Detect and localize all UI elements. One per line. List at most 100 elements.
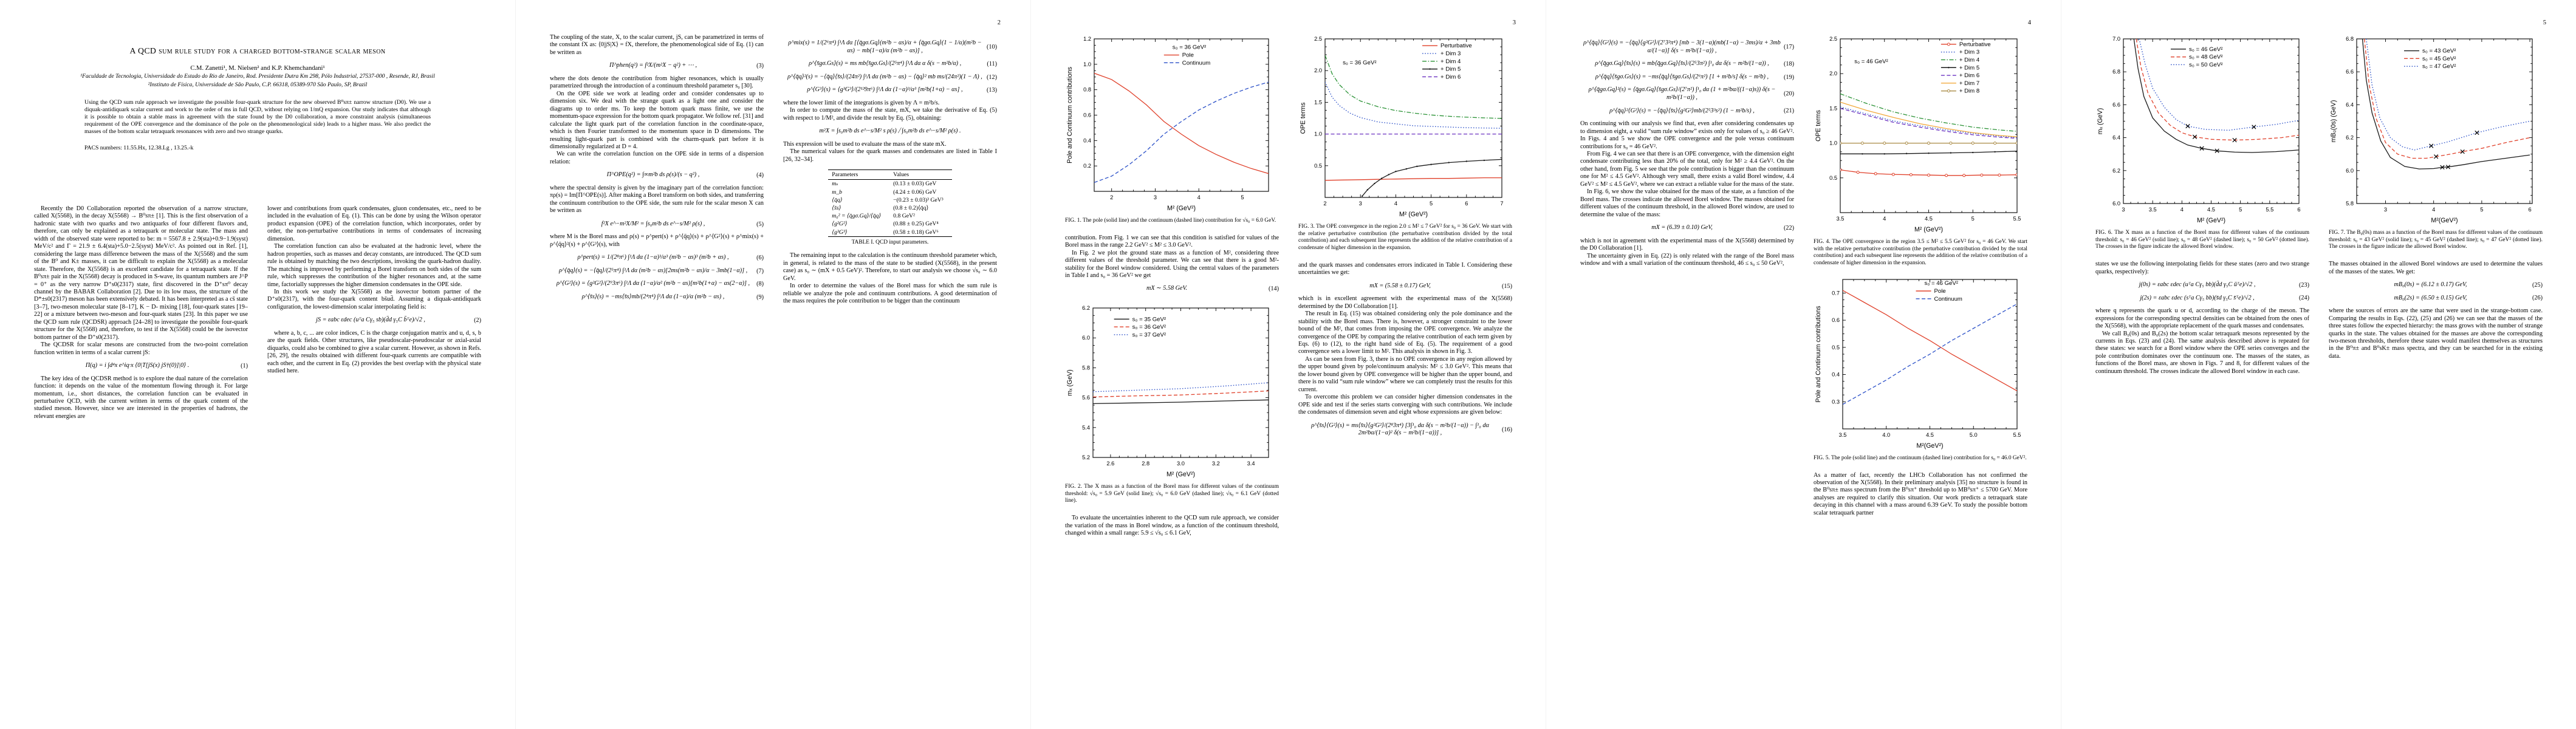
figure-caption: FIG. 6. The X mass as a function of the … <box>2095 230 2309 250</box>
vertical-space <box>783 246 997 252</box>
equation-number: (25) <box>2532 281 2543 289</box>
svg-text:6.6: 6.6 <box>2112 101 2120 108</box>
page1-columns: Recently the D0 Collaboration reported t… <box>34 205 481 691</box>
svg-text:s₀ = 47 GeV²: s₀ = 47 GeV² <box>2422 63 2456 70</box>
table-value-cell: 0.8 GeV² <box>893 213 915 220</box>
svg-text:4.5: 4.5 <box>2207 207 2215 213</box>
figure-chart: 3 3.5 4 4.5 5 5.5 6 6.0 6.2 6.4 6.6 6.8 7.0 M² (GeV²)… <box>2095 34 2309 228</box>
equation: ρ^⟨q̄gσ.Gq⟩²(s) = ⟨q̄gσ.Gq⟩⟨s̄gσ.Gs⟩/(2⁷… <box>1580 86 1794 101</box>
equation-body: j(2s) = εabc εdec (sᵀa Cγ₅ bb)(s̄d γ₅C s… <box>2140 294 2255 301</box>
page-4: 4 ρ^⟨q̄q⟩⟨G²⟩(s) = −⟨q̄q⟩⟨g²G²⟩/(2⁷3²π⁴)… <box>1546 0 2061 729</box>
svg-text:M²(GeV²): M²(GeV²) <box>1916 442 1943 450</box>
equation: jS = εabc εdec (uᵀa Cγ₅ sb)(d̄d γ₅C b̄ᵀe… <box>267 317 481 324</box>
equation-number: (26) <box>2532 295 2543 302</box>
figure-caption: TABLE I. QCD input parameters. <box>851 239 929 245</box>
page-1: A QCD sum rule study for a charged botto… <box>0 0 515 729</box>
equation: ρ^⟨q̄q⟩²⟨G²⟩(s) = −⟨q̄q⟩⟨s̄s⟩⟨g²G²⟩mb/(2… <box>1580 108 1794 115</box>
equation: mB₀(2s) = (6.50 ± 0.15) GeV, (26) <box>2329 295 2543 303</box>
equation: ρ^⟨q̄q⟩⟨G²⟩(s) = −⟨q̄q⟩⟨g²G²⟩/(2⁷3²π⁴) [… <box>1580 39 1794 55</box>
fig2-plot: 2.6 2.8 3.0 3.2 3.4 5.2 5.4 5.6 5.8 6.0 6.2 M² (GeV… <box>1066 305 1269 478</box>
svg-text:6.0: 6.0 <box>2112 200 2120 207</box>
equation-body: ρ^⟨s̄gσ.Gs⟩(s) = ms mb⟨s̄gσ.Gs⟩/(2⁵π⁴) ∫… <box>809 60 962 67</box>
affiliation-2: ²Instituto de Física, Universidade de Sã… <box>148 81 368 88</box>
paragraph: To overcome this problem we can consider… <box>1298 394 1512 416</box>
equation-number: (15) <box>1502 282 1512 290</box>
page4-columns: ρ^⟨q̄q⟩⟨G²⟩(s) = −⟨q̄q⟩⟨g²G²⟩/(2⁷3²π⁴) [… <box>1580 34 2027 673</box>
paragraph: In this work we study the X(5568) as the… <box>267 288 481 310</box>
svg-text:4.5: 4.5 <box>1926 432 1934 438</box>
page5-right-column: 3 4 5 6 5.8 6.0 6.2 6.4 6.6 6.8 M²(GeV²) mB₀(0s) (G… <box>2329 34 2543 673</box>
svg-text:s₀ = 45 GeV²: s₀ = 45 GeV² <box>2422 55 2456 62</box>
svg-text:3.0: 3.0 <box>1177 460 1185 467</box>
svg-text:6.0: 6.0 <box>2346 168 2354 174</box>
svg-text:+ Dim 4: + Dim 4 <box>1959 56 1980 63</box>
svg-text:Perturbative: Perturbative <box>1959 41 1991 48</box>
svg-text:3: 3 <box>1359 200 1362 207</box>
svg-text:s₀ = 50 GeV²: s₀ = 50 GeV² <box>2189 61 2223 68</box>
fig6-plot: 3 3.5 4 4.5 5 5.5 6 6.0 6.2 6.4 6.6 6.8 7.0 M² (GeV²)… <box>2097 36 2301 224</box>
equation: ρ^⟨s̄gσ.Gs⟩(s) = ms mb⟨s̄gσ.Gs⟩/(2⁵π⁴) ∫… <box>783 60 997 68</box>
svg-text:5.2: 5.2 <box>1082 454 1090 460</box>
svg-text:0.8: 0.8 <box>1083 87 1091 93</box>
svg-text:7: 7 <box>1500 200 1503 207</box>
svg-text:1.0: 1.0 <box>1083 61 1091 67</box>
table-header: Parameters Values <box>828 169 952 180</box>
page-number: 2 <box>997 19 1001 26</box>
table-param-cell: mₛ <box>832 180 838 188</box>
svg-text:+ Dim 6: + Dim 6 <box>1959 72 1979 79</box>
table-value-cell: −(0.23 ± 0.03)³ GeV³ <box>893 196 944 204</box>
page2-right-column: ρ^mix(s) = 1/(2⁶π⁴) ∫¹Λ dα [⟨q̄gσ.Gq⟩(m²… <box>783 34 997 673</box>
paragraph: lower and contributions from quark conde… <box>267 205 481 242</box>
fig5-plot: 3.5 4.0 4.5 5.0 5.5 0.3 0.4 0.5 0.6 0.7 M²(GeV²) Po… <box>1815 279 2021 450</box>
paper-authors: C.M. Zanetti¹, M. Nielsen² and K.P. Khem… <box>190 65 325 72</box>
svg-text:6: 6 <box>2297 207 2300 213</box>
table-header-cell: Parameters <box>828 169 890 180</box>
equation-body: ρ^⟨G²⟩(s) = ⟨g²G²⟩/(2⁹3π⁶) ∫¹Λ dα (1−α)/… <box>556 280 750 287</box>
paragraph: The result in Eq. (15) was obtained cons… <box>1298 310 1512 355</box>
paragraph: The coupling of the state, X, to the sca… <box>550 34 764 56</box>
equation-number: (3) <box>756 63 764 70</box>
svg-text:3.5: 3.5 <box>1839 432 1847 438</box>
fig1-plot: 2 3 4 5 0.2 0.4 0.6 0.8 1.0 1.2 M² (GeV²) Pole and … <box>1066 36 1269 212</box>
svg-text:5: 5 <box>2480 207 2483 213</box>
svg-text:Pole and Continuum contributio: Pole and Continuum contributions <box>1815 306 1822 402</box>
svg-text:s₀ = 36 GeV²: s₀ = 36 GeV² <box>1343 60 1377 66</box>
figure-caption: FIG. 4. The OPE convergence in the regio… <box>1814 239 2027 267</box>
equation-number: (4) <box>756 172 764 179</box>
svg-text:4.5: 4.5 <box>1925 216 1933 222</box>
svg-text:0.6: 0.6 <box>1832 317 1840 323</box>
equation: ρ^⟨q̄q⟩⟨s̄gσ.Gs⟩(s) = −ms⟨q̄q⟩⟨s̄gσ.Gs⟩/… <box>1580 74 1794 81</box>
vertical-space <box>2095 251 2309 261</box>
table-row: ⟨q̄q⟩ −(0.23 ± 0.03)³ GeV³ <box>828 196 951 204</box>
page1-header: A QCD sum rule study for a charged botto… <box>0 0 515 151</box>
svg-text:5.5: 5.5 <box>2266 207 2273 213</box>
vertical-space <box>1065 505 1279 515</box>
svg-text:7.0: 7.0 <box>2112 36 2120 42</box>
paragraph: From Fig. 4 we can see that there is an … <box>1580 150 1794 188</box>
equation: Π(q) = i ∫d⁴x e^iq·x ⟨0|T[jS(x) jS†(0)]|… <box>34 362 248 370</box>
svg-text:+ Dim 8: + Dim 8 <box>1959 88 1979 95</box>
svg-text:s₀ = 46 GeV²: s₀ = 46 GeV² <box>1925 280 1959 287</box>
equation-body: mB₀(2s) = (6.50 ± 0.15) GeV, <box>2394 294 2467 301</box>
svg-text:5.6: 5.6 <box>1082 395 1090 401</box>
svg-text:3: 3 <box>2384 207 2387 213</box>
svg-text:6.8: 6.8 <box>2346 36 2354 42</box>
svg-text:+ Dim 3: + Dim 3 <box>1959 49 1979 56</box>
equation-number: (12) <box>987 74 997 81</box>
table-row: m₀² = ⟨q̄gσ.Gq⟩/⟨q̄q⟩ 0.8 GeV² <box>828 212 951 220</box>
svg-text:2.5: 2.5 <box>1829 36 1837 42</box>
svg-text:5.5: 5.5 <box>2013 216 2021 222</box>
svg-text:4: 4 <box>2180 207 2184 213</box>
svg-text:M² (GeV²): M² (GeV²) <box>1399 211 1428 218</box>
vertical-space <box>1298 252 1512 262</box>
page-3: 3 2 3 4 5 0.2 0.4 0.6 0.8 1.0 1.2 M² (GeV²) Pole an… <box>1030 0 1546 729</box>
equation-body: jS = εabc εdec (uᵀa Cγ₅ sb)(d̄d γ₅C b̄ᵀe… <box>316 317 425 324</box>
figure-caption: FIG. 1. The pole (solid line) and the co… <box>1065 217 1276 224</box>
equation: mX = (5.58 ± 0.17) GeV, (15) <box>1298 282 1512 290</box>
svg-text:Perturbative: Perturbative <box>1440 43 1472 49</box>
svg-text:2.8: 2.8 <box>1142 460 1149 467</box>
vertical-space <box>1814 267 2027 275</box>
svg-text:5.0: 5.0 <box>1970 432 1978 438</box>
equation-number: (22) <box>1784 224 1794 231</box>
equation-body: ρ^⟨q̄q⟩(s) = −⟨q̄q⟩/(2⁵π⁴) ∫¹Λ dα (m²b −… <box>558 267 748 274</box>
